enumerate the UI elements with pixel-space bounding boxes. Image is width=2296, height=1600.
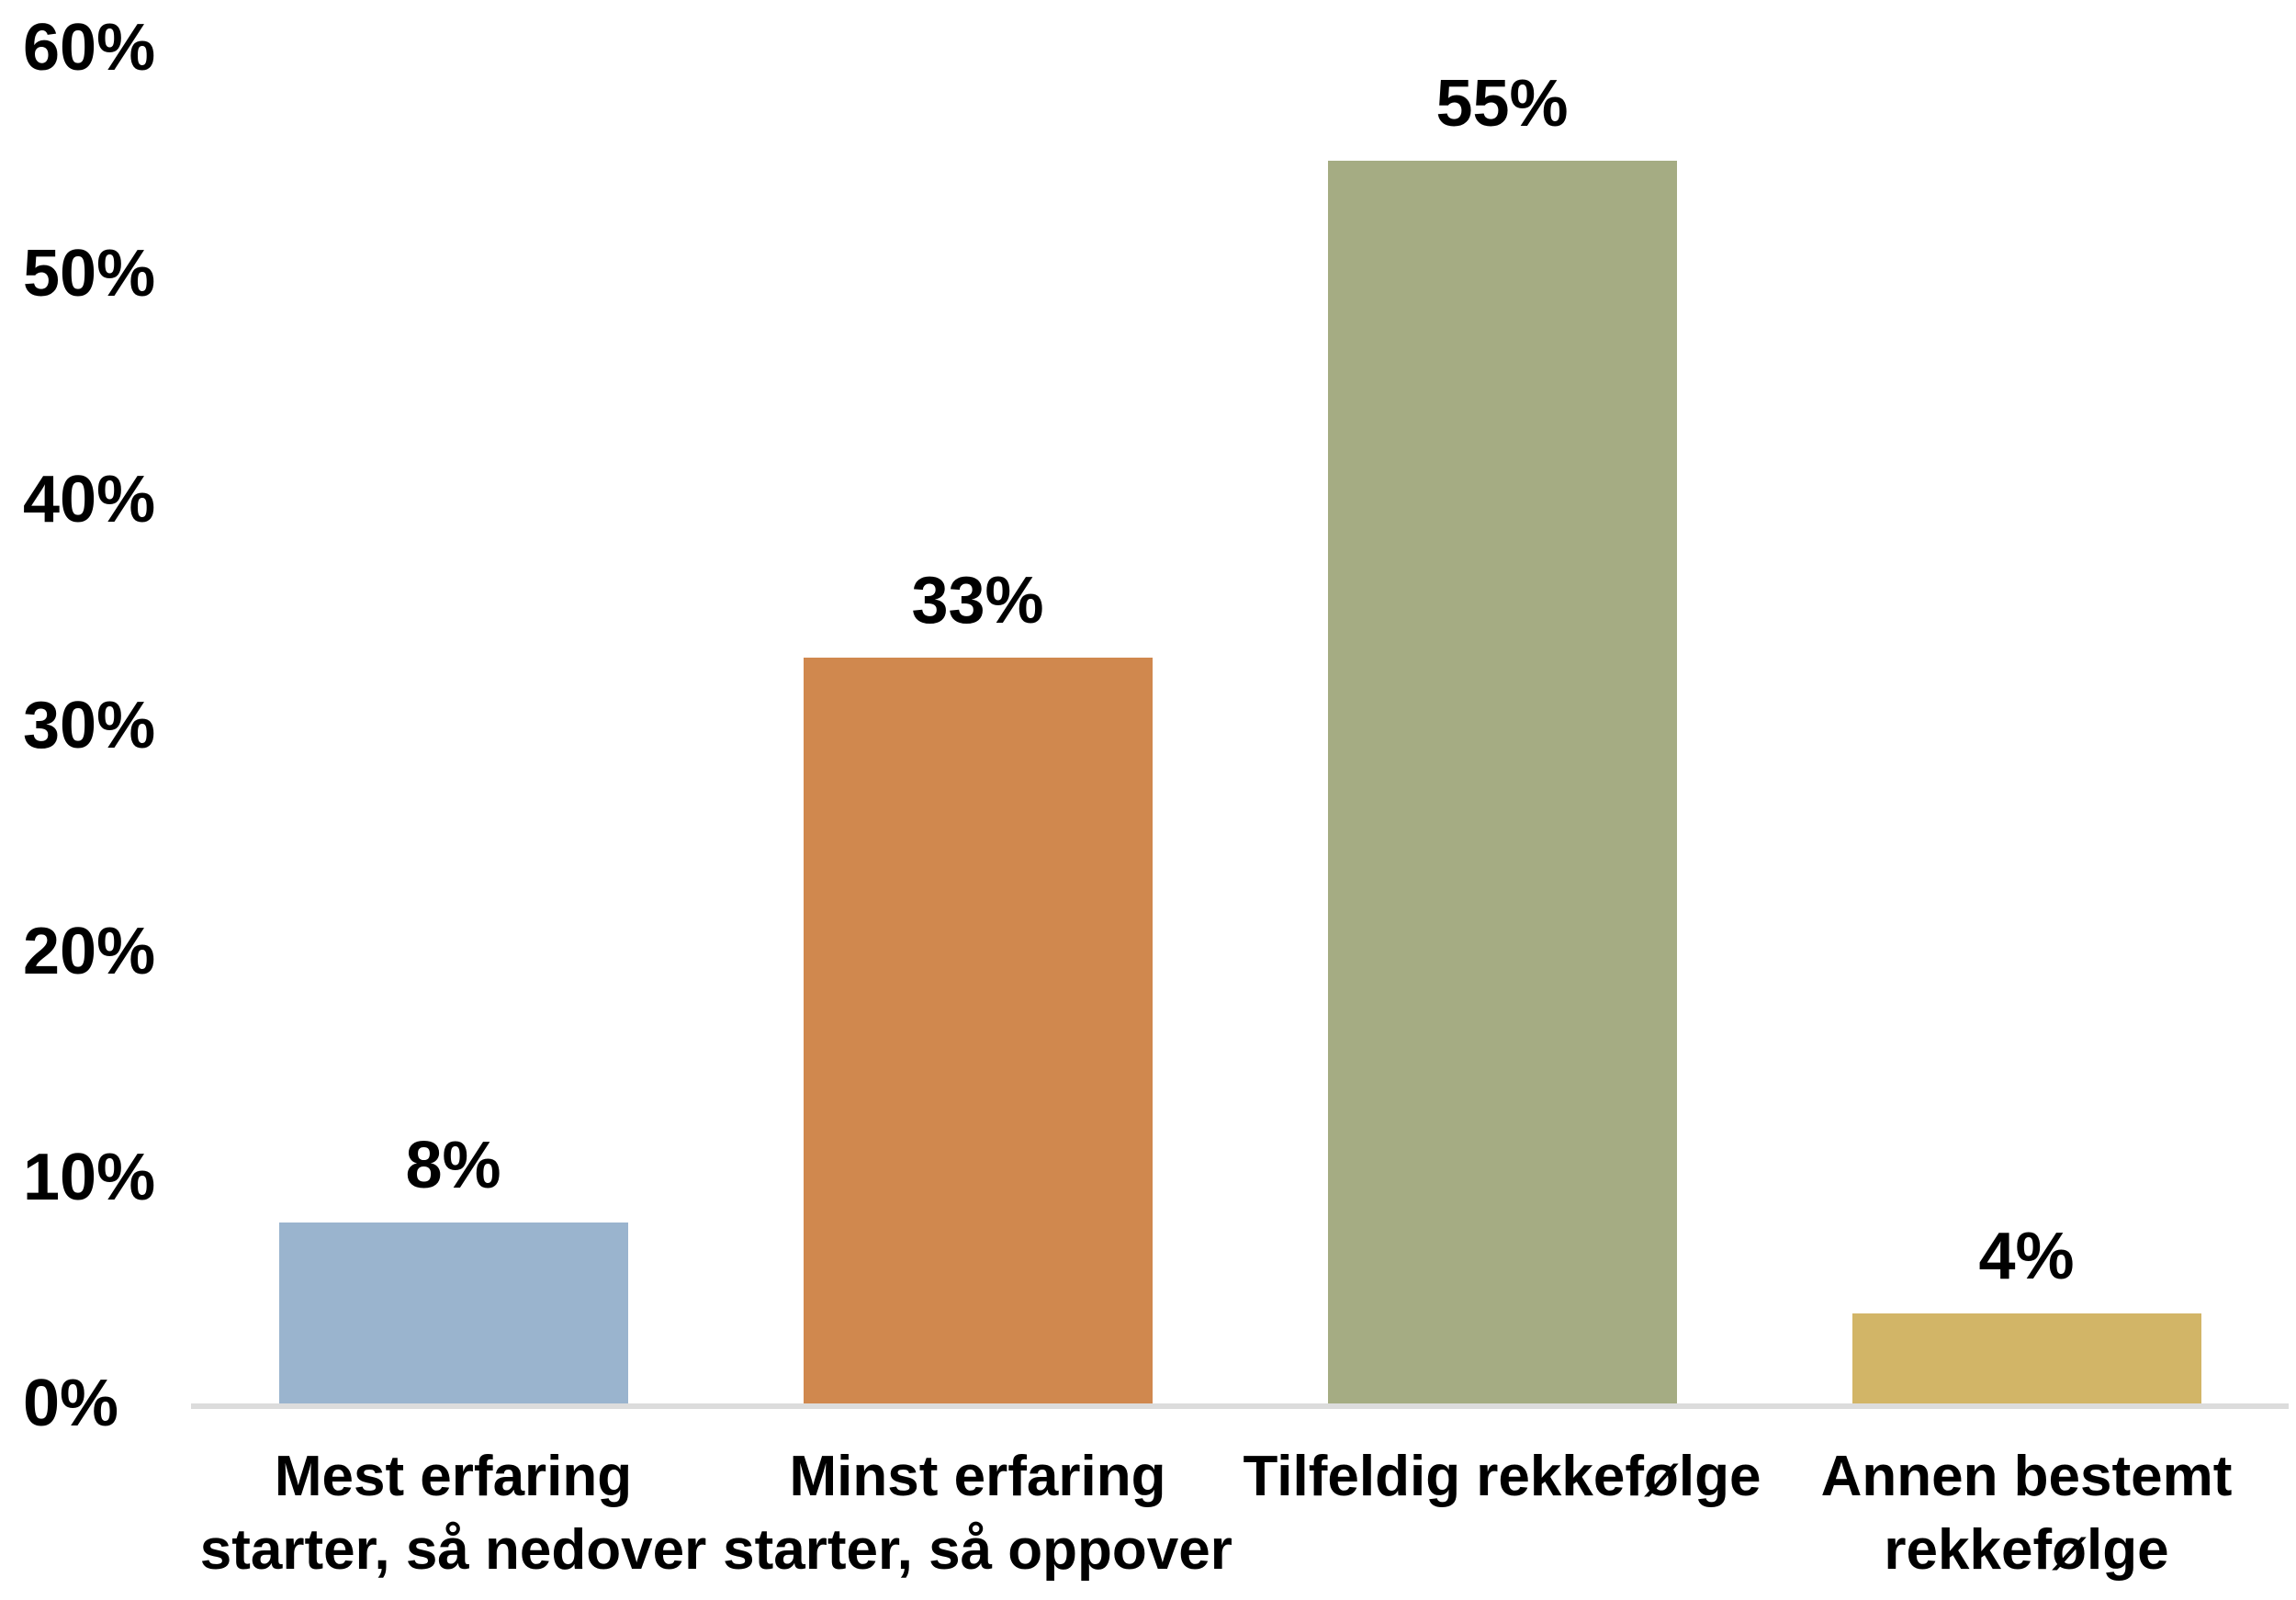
category-label-line: Annen bestemt (1820, 1445, 2233, 1508)
category-label-line: rekkefølge (1884, 1518, 2169, 1582)
category-label-line: Tilfeldig rekkefølge (1243, 1445, 1761, 1508)
category-label: Annen bestemt rekkefølge (1737, 1440, 2296, 1587)
bar (1328, 161, 1677, 1403)
x-axis-line (191, 1403, 2289, 1409)
bar-value-label: 8% (405, 1129, 501, 1202)
y-axis-tick-label: 20% (23, 915, 156, 988)
category-label: Minst erfaring starter, så oppover (688, 1440, 1267, 1587)
category-label-line: starter, så nedover (199, 1518, 707, 1582)
y-axis-tick-label: 40% (23, 463, 156, 536)
bar-value-label: 4% (1978, 1220, 2075, 1293)
y-axis-tick-label: 60% (23, 11, 156, 85)
bar-value-label: 55% (1435, 67, 1569, 141)
category-label-line: starter, så oppover (723, 1518, 1232, 1582)
y-axis-tick-label: 30% (23, 689, 156, 762)
bar (804, 658, 1153, 1403)
category-label-line: Minst erfaring (789, 1445, 1166, 1508)
category-label-line: Mest erfaring (274, 1445, 633, 1508)
bar (1852, 1313, 2201, 1403)
category-label: Mest erfaring starter, så nedover (163, 1440, 743, 1587)
y-axis-tick-label: 10% (23, 1141, 156, 1214)
bar (279, 1223, 628, 1403)
category-label: Tilfeldig rekkefølge (1212, 1440, 1792, 1514)
bar-value-label: 33% (911, 564, 1044, 637)
y-axis-tick-label: 50% (23, 237, 156, 310)
y-axis-tick-label: 0% (23, 1367, 119, 1440)
